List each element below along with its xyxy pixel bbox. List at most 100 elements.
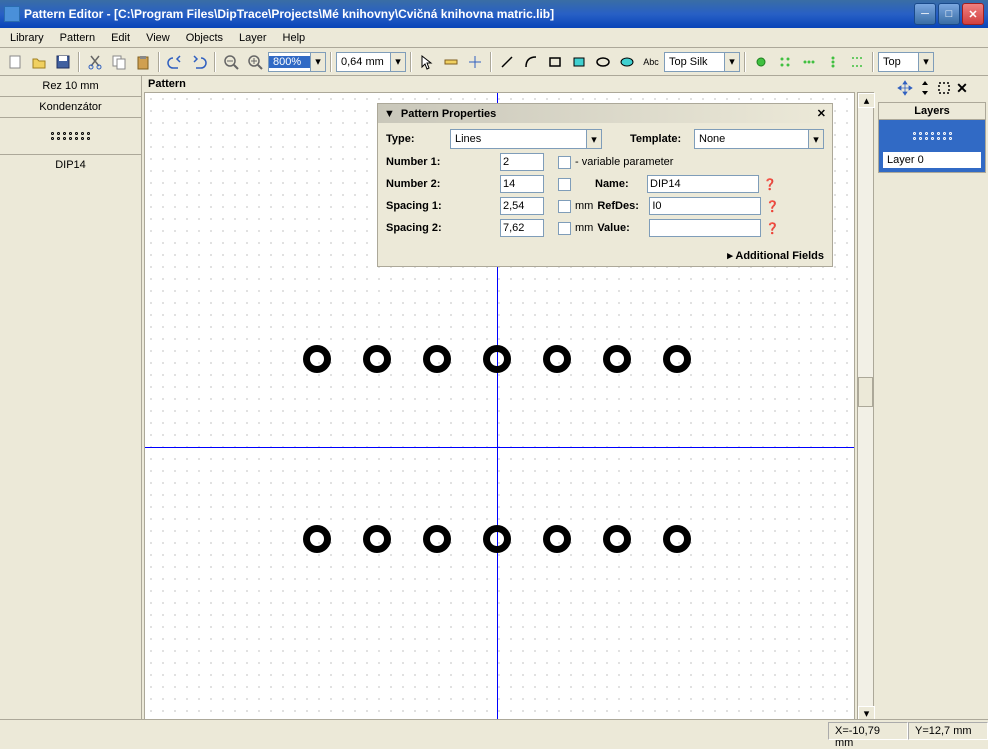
move-icon[interactable] (896, 79, 914, 97)
pointer-icon[interactable] (416, 51, 438, 73)
pad[interactable] (603, 525, 631, 553)
menu-layer[interactable]: Layer (233, 30, 273, 46)
minimize-button[interactable]: ─ (914, 3, 936, 25)
menu-edit[interactable]: Edit (105, 30, 136, 46)
spacing2-check[interactable] (558, 222, 571, 235)
additional-fields-toggle[interactable]: ▸ Additional Fields (378, 247, 832, 266)
pad[interactable] (483, 525, 511, 553)
menubar: Library Pattern Edit View Objects Layer … (0, 28, 988, 48)
pad[interactable] (543, 525, 571, 553)
refdes-input[interactable] (649, 197, 761, 215)
redo-icon[interactable] (188, 51, 210, 73)
app-icon (4, 6, 20, 22)
copy-icon[interactable] (108, 51, 130, 73)
zoom-combo[interactable]: 800% ▾ (268, 52, 326, 72)
zoom-out-icon[interactable] (220, 51, 242, 73)
pad-array4-icon[interactable] (846, 51, 868, 73)
number2-input[interactable] (500, 175, 544, 193)
close-panel-icon[interactable]: ✕ (956, 80, 968, 97)
side-combo[interactable]: Top ▾ (878, 52, 934, 72)
layer-combo[interactable]: Top Silk ▾ (664, 52, 740, 72)
filled-ellipse-icon[interactable] (616, 51, 638, 73)
number1-input[interactable] (500, 153, 544, 171)
right-panel: ✕ Layers Layer 0 (876, 76, 988, 739)
number1-check[interactable] (558, 156, 571, 169)
close-icon[interactable]: ✕ (817, 107, 826, 120)
list-item[interactable]: Kondenzátor (0, 97, 141, 118)
cut-icon[interactable] (84, 51, 106, 73)
titlebar: Pattern Editor - [C:\Program Files\DipTr… (0, 0, 988, 28)
statusbar: X=-10,79 mm Y=12,7 mm (0, 719, 988, 741)
crop-icon[interactable] (936, 80, 952, 96)
list-item[interactable]: DIP14 (0, 155, 141, 175)
chevron-down-icon: ▾ (724, 53, 739, 71)
new-icon[interactable] (4, 51, 26, 73)
pad[interactable] (423, 525, 451, 553)
arc-icon[interactable] (520, 51, 542, 73)
spacing2-input[interactable] (500, 219, 544, 237)
menu-view[interactable]: View (140, 30, 176, 46)
help-icon[interactable]: ❓ (765, 221, 779, 235)
menu-library[interactable]: Library (4, 30, 50, 46)
paste-icon[interactable] (132, 51, 154, 73)
menu-help[interactable]: Help (277, 30, 312, 46)
pad-array1-icon[interactable] (774, 51, 796, 73)
value-input[interactable] (649, 219, 761, 237)
pad[interactable] (663, 525, 691, 553)
zoom-in-icon[interactable] (244, 51, 266, 73)
help-icon[interactable]: ❓ (763, 177, 777, 191)
name-label: Name: (595, 178, 643, 190)
pad-array3-icon[interactable] (822, 51, 844, 73)
spacing1-input[interactable] (500, 197, 544, 215)
layers-title: Layers (879, 103, 985, 120)
template-label: Template: (630, 133, 690, 145)
pad[interactable] (363, 345, 391, 373)
ellipse-icon[interactable] (592, 51, 614, 73)
number2-check[interactable] (558, 178, 571, 191)
undo-icon[interactable] (164, 51, 186, 73)
list-item-preview[interactable] (0, 118, 141, 155)
pad-icon[interactable] (750, 51, 772, 73)
list-item[interactable]: Rez 10 mm (0, 76, 141, 97)
pad[interactable] (543, 345, 571, 373)
number2-label: Number 2: (386, 178, 446, 190)
layer-item[interactable]: Layer 0 (883, 152, 981, 168)
mm-label: mm (575, 222, 593, 234)
vertical-scrollbar[interactable]: ▴ ▾ (857, 92, 874, 722)
pad[interactable] (603, 345, 631, 373)
name-input[interactable] (647, 175, 759, 193)
pad[interactable] (423, 345, 451, 373)
type-combo[interactable]: Lines ▾ (450, 129, 602, 149)
pattern-list-panel: Rez 10 mm Kondenzátor DIP14 (0, 76, 142, 739)
template-combo[interactable]: None ▾ (694, 129, 824, 149)
pad[interactable] (303, 345, 331, 373)
rect-icon[interactable] (544, 51, 566, 73)
spacing1-check[interactable] (558, 200, 571, 213)
maximize-button[interactable]: □ (938, 3, 960, 25)
pad[interactable] (663, 345, 691, 373)
pad[interactable] (363, 525, 391, 553)
toolbar: 800% ▾ 0,64 mm ▾ Abc Top Silk ▾ Top ▾ (0, 48, 988, 76)
help-icon[interactable]: ❓ (765, 199, 779, 213)
layer-preview[interactable] (883, 124, 981, 148)
menu-objects[interactable]: Objects (180, 30, 229, 46)
measure-icon[interactable] (440, 51, 462, 73)
close-button[interactable]: ✕ (962, 3, 984, 25)
updown-icon[interactable] (918, 79, 932, 97)
menu-pattern[interactable]: Pattern (54, 30, 101, 46)
pad[interactable] (303, 525, 331, 553)
open-icon[interactable] (28, 51, 50, 73)
chevron-down-icon: ▾ (808, 130, 823, 148)
save-icon[interactable] (52, 51, 74, 73)
pad[interactable] (483, 345, 511, 373)
line-icon[interactable] (496, 51, 518, 73)
canvas[interactable]: ▼ Pattern Properties ✕ Type: Lines ▾ (144, 92, 855, 722)
properties-header[interactable]: ▼ Pattern Properties ✕ (378, 104, 832, 123)
filled-rect-icon[interactable] (568, 51, 590, 73)
pad-array2-icon[interactable] (798, 51, 820, 73)
origin-icon[interactable] (464, 51, 486, 73)
scroll-up-icon[interactable]: ▴ (858, 93, 875, 108)
grid-combo[interactable]: 0,64 mm ▾ (336, 52, 406, 72)
scroll-track[interactable] (858, 108, 873, 706)
text-icon[interactable]: Abc (640, 51, 662, 73)
